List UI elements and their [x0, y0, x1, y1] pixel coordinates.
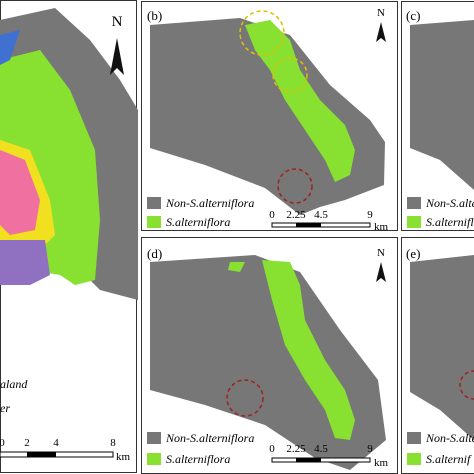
panel-label: (b) — [147, 8, 162, 23]
legend-swatch — [147, 216, 161, 228]
legend-swatch — [407, 197, 421, 209]
panel-a: N aland er 0 2 4 8 km — [0, 0, 138, 473]
scale-bar — [27, 452, 56, 457]
map-area — [228, 262, 245, 272]
map-area — [0, 150, 40, 235]
highlight-circle — [277, 168, 313, 204]
north-label: N — [112, 14, 123, 30]
scale-unit: km — [116, 451, 131, 463]
highlight-circle — [459, 370, 474, 400]
scale-label: 9 — [367, 443, 373, 455]
scale-label: 0 — [0, 437, 5, 449]
scale-bar — [296, 458, 321, 462]
legend-swatch — [407, 453, 421, 465]
legend-label: S.alterniflora — [166, 452, 230, 466]
north-arrow — [376, 262, 386, 282]
panel-label: (e) — [406, 246, 420, 261]
scale-bar — [0, 451, 114, 458]
legend-label: Non-S.alterniflora — [165, 196, 254, 210]
legend-label: S.alternif — [426, 452, 472, 466]
highlight-circle — [239, 10, 285, 56]
legend-label: aland — [0, 377, 28, 391]
map-area — [150, 18, 385, 215]
scale-label: 4.5 — [314, 443, 328, 455]
scale-label: 9 — [367, 209, 373, 221]
legend-label: er — [0, 401, 10, 415]
legend-swatch — [147, 453, 161, 465]
map-area — [262, 260, 355, 440]
scale-label: 8 — [110, 437, 116, 449]
panel-label: (d) — [147, 246, 162, 261]
legend-swatch — [407, 216, 421, 228]
north-label: N — [377, 7, 385, 19]
panel-e: (e) Non-S.alte S.alternif — [401, 237, 474, 474]
legend-swatch — [147, 432, 161, 444]
north-label: N — [377, 247, 385, 259]
map-area — [150, 255, 386, 470]
map-area — [410, 20, 474, 190]
panel-c: (c) Non-S.alte S.alterniflor — [401, 1, 474, 231]
legend-label: Non-S.alterniflora — [165, 431, 254, 445]
scale-label: 2.25 — [286, 443, 306, 455]
legend-label: S.alterniflora — [166, 215, 230, 229]
legend-swatch — [407, 432, 421, 444]
north-arrow — [110, 38, 124, 75]
scale-unit: km — [374, 221, 389, 233]
scale-bar — [296, 223, 321, 227]
panel-label: (c) — [406, 8, 420, 23]
highlight-circle — [272, 57, 308, 93]
legend-label: S.alterniflor — [426, 215, 474, 229]
highlight-circle — [226, 379, 264, 417]
panel-b: (b) N Non-S.alterniflora S.alterniflora … — [141, 1, 398, 233]
map-area — [410, 255, 474, 440]
scale-label: 4 — [53, 437, 59, 449]
scale-unit: km — [374, 457, 389, 469]
map-area — [0, 240, 50, 285]
scale-label: 2 — [24, 437, 30, 449]
legend-label: Non-S.alte — [425, 196, 474, 210]
panel-d: (d) N Non-S.alterniflora S.alterniflora … — [141, 237, 398, 474]
scale-label: 4.5 — [314, 209, 328, 221]
north-arrow — [376, 22, 386, 42]
scale-label: 0 — [269, 443, 275, 455]
legend-label: Non-S.alte — [425, 431, 474, 445]
scale-label: 2.25 — [286, 209, 306, 221]
map-area — [0, 30, 20, 65]
map-area — [245, 20, 355, 182]
legend-swatch — [147, 197, 161, 209]
scale-label: 0 — [269, 209, 275, 221]
